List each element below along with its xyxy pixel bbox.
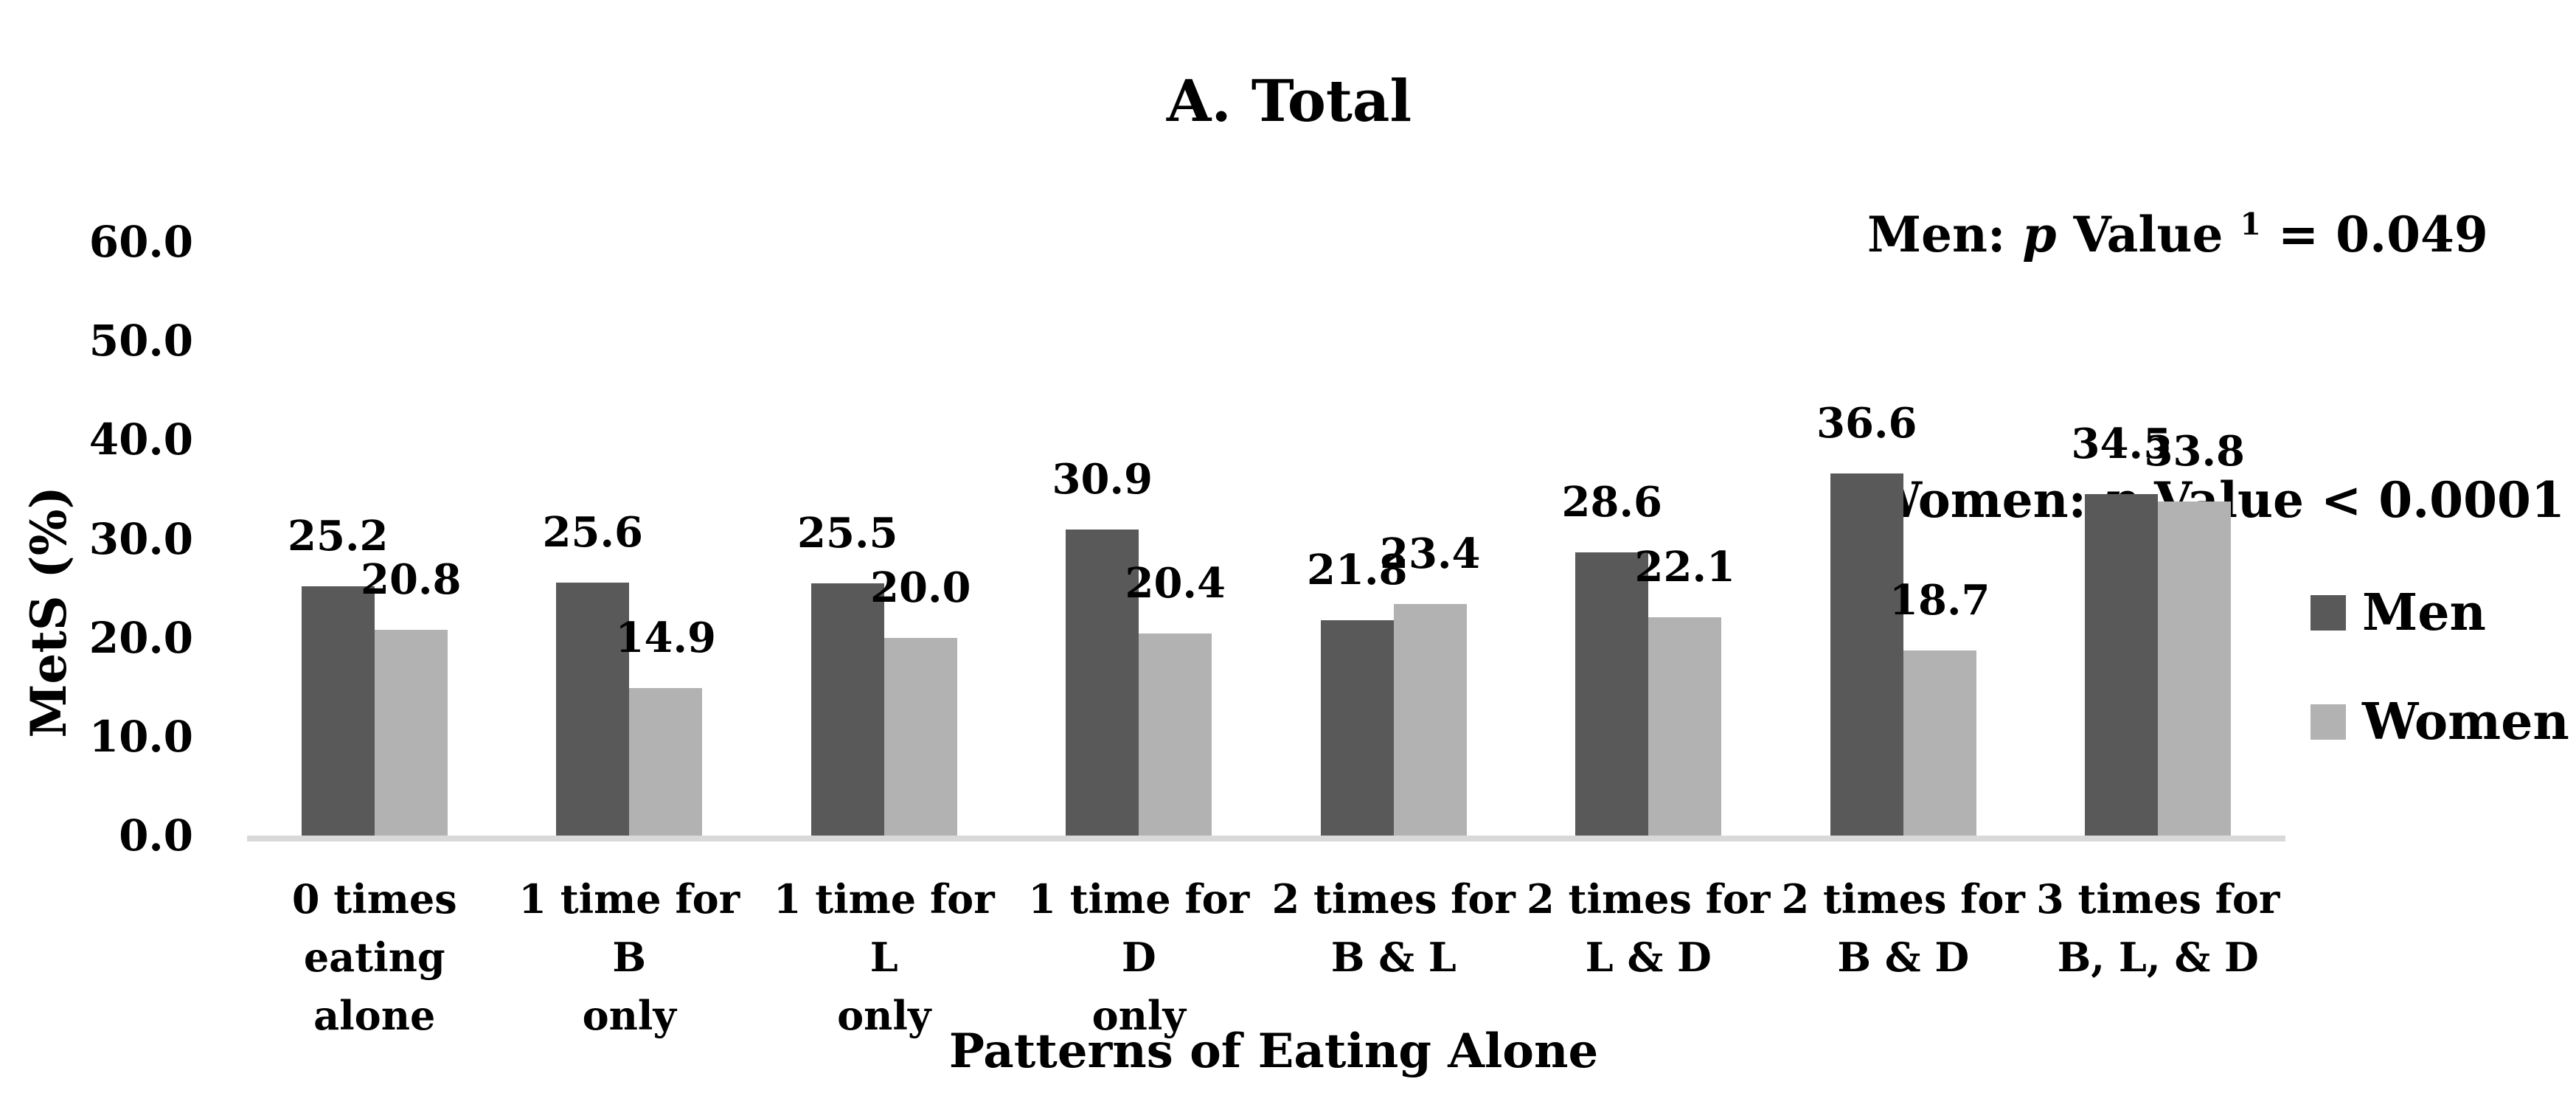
bar-men (2085, 494, 2159, 836)
bar-women (1139, 633, 1212, 836)
category-label-line: 1 time for D (1028, 875, 1250, 981)
category-label-line: 2 times for (1527, 875, 1771, 923)
pvalue-men-mid: Value (2056, 206, 2240, 263)
bar-label-women: 33.8 (2144, 426, 2245, 476)
y-tick-label: 50.0 (88, 316, 193, 367)
category-label: 0 times eating alone (247, 870, 502, 1045)
bar-group: 25.6 14.9 (502, 242, 757, 836)
bar-group: 25.5 20.0 (757, 242, 1012, 836)
category-label: 1 time for D only (1012, 870, 1267, 1045)
y-tick-label: 60.0 (88, 217, 193, 267)
category-label: 1 time for L only (757, 870, 1012, 1045)
bar-label-women: 20.4 (1125, 559, 1226, 608)
legend-swatch-women (2311, 704, 2346, 740)
bar-women (374, 629, 448, 836)
legend-item-women: Women (2311, 690, 2569, 754)
category-label-line: B, L, & D (2057, 934, 2259, 981)
chart-title: A. Total (1166, 68, 1412, 135)
bar-men (556, 582, 630, 836)
pvalue-men-prefix: Men: (1867, 206, 2023, 263)
bar-label-men: 28.6 (1561, 478, 1662, 527)
legend-label-women: Women (2362, 692, 2569, 751)
bar-group: 30.9 20.4 (1012, 242, 1267, 836)
bar-label-men: 21.8 (1307, 545, 1408, 594)
pvalue-men-value: = 0.049 (2260, 206, 2488, 263)
bar-label-men: 30.9 (1052, 455, 1153, 504)
y-tick-label: 40.0 (88, 414, 193, 465)
y-tick-label: 0.0 (119, 810, 193, 861)
category-label-line: B & D (1837, 934, 1970, 981)
bar-men (301, 586, 375, 836)
pvalue-men-p-symbol: p (2022, 206, 2057, 263)
bar-group: 34.5 33.8 (2031, 242, 2286, 836)
category-label-line: 1 time for B (518, 875, 740, 981)
category-label: 2 times for L & D (1521, 870, 1777, 987)
bar-label-men: 25.2 (288, 511, 389, 560)
bar-label-women: 23.4 (1380, 530, 1481, 579)
bar-men (1066, 530, 1139, 836)
bar-women (2158, 501, 2232, 836)
bar-women (1393, 604, 1467, 836)
category-label-line: L & D (1585, 934, 1712, 981)
bar-label-men: 34.5 (2071, 420, 2172, 469)
bar-label-women: 22.1 (1634, 542, 1735, 591)
x-axis-line (247, 836, 2285, 841)
category-label-line: only (1091, 992, 1186, 1039)
category-label: 2 times for B & D (1776, 870, 2031, 987)
category-label-line: B & L (1330, 934, 1457, 981)
legend-item-men: Men (2311, 581, 2569, 645)
bar-group: 36.6 18.7 (1776, 242, 2031, 836)
pvalue-women-value: < 0.0001 (2321, 471, 2565, 529)
y-tick-label: 10.0 (88, 711, 193, 762)
pvalue-men-superscript: 1 (2240, 206, 2261, 242)
bar-men (1320, 619, 1394, 836)
legend-label-men: Men (2362, 583, 2486, 642)
bar-label-men: 36.6 (1816, 398, 1917, 448)
bar-men (1575, 552, 1649, 836)
bar-label-women: 20.8 (361, 555, 462, 604)
bar-group: 25.2 20.8 (247, 242, 502, 836)
category-label-line: 3 times for (2036, 875, 2280, 923)
y-axis-tick-labels: 0.0 10.0 20.0 30.0 40.0 50.0 60.0 (0, 0, 193, 1104)
bar-women (1648, 617, 1722, 836)
category-label-line: only (582, 992, 676, 1039)
y-tick-label: 20.0 (88, 612, 193, 663)
bar-label-women: 20.0 (870, 563, 971, 612)
category-label: 1 time for B only (502, 870, 757, 1045)
bar-men (1830, 473, 1903, 836)
pvalue-women-prefix: Women: (1867, 471, 2103, 529)
bar-women (883, 637, 957, 836)
category-axis-labels: 0 times eating alone 1 time for B only 1 tim… (247, 870, 2286, 1039)
bar-men (810, 583, 884, 836)
x-axis-title: Patterns of Eating Alone (948, 1024, 1599, 1079)
plot-area: 25.2 20.8 25.6 14.9 25.5 20.0 30.9 20.4 21.8 23.4… (247, 242, 2285, 836)
category-label: 3 times for B, L, & D (2031, 870, 2286, 987)
category-label-line: only (837, 992, 931, 1039)
bar-label-women: 18.7 (1889, 576, 1990, 625)
bar-women (1903, 650, 1976, 836)
legend-swatch-men (2311, 595, 2346, 631)
bar-label-women: 14.9 (615, 614, 716, 663)
category-label: 2 times for B & L (1266, 870, 1521, 987)
bar-group: 21.8 23.4 (1266, 242, 1521, 836)
category-label-line: 0 times (291, 875, 457, 923)
bar-women (629, 688, 703, 836)
category-label-line: eating alone (303, 934, 445, 1039)
bar-group: 28.6 22.1 (1521, 242, 1777, 836)
category-label-line: 1 time for L (773, 875, 995, 981)
bar-label-men: 25.5 (797, 508, 898, 558)
category-label-line: 2 times for (1271, 875, 1516, 923)
legend: Men Women (2311, 581, 2569, 799)
category-label-line: 2 times for (1781, 875, 2025, 923)
y-tick-label: 30.0 (88, 513, 193, 564)
bar-label-men: 25.6 (542, 507, 643, 557)
pvalue-men-line: Men: p Value 1 = 0.049 (1867, 190, 2565, 279)
